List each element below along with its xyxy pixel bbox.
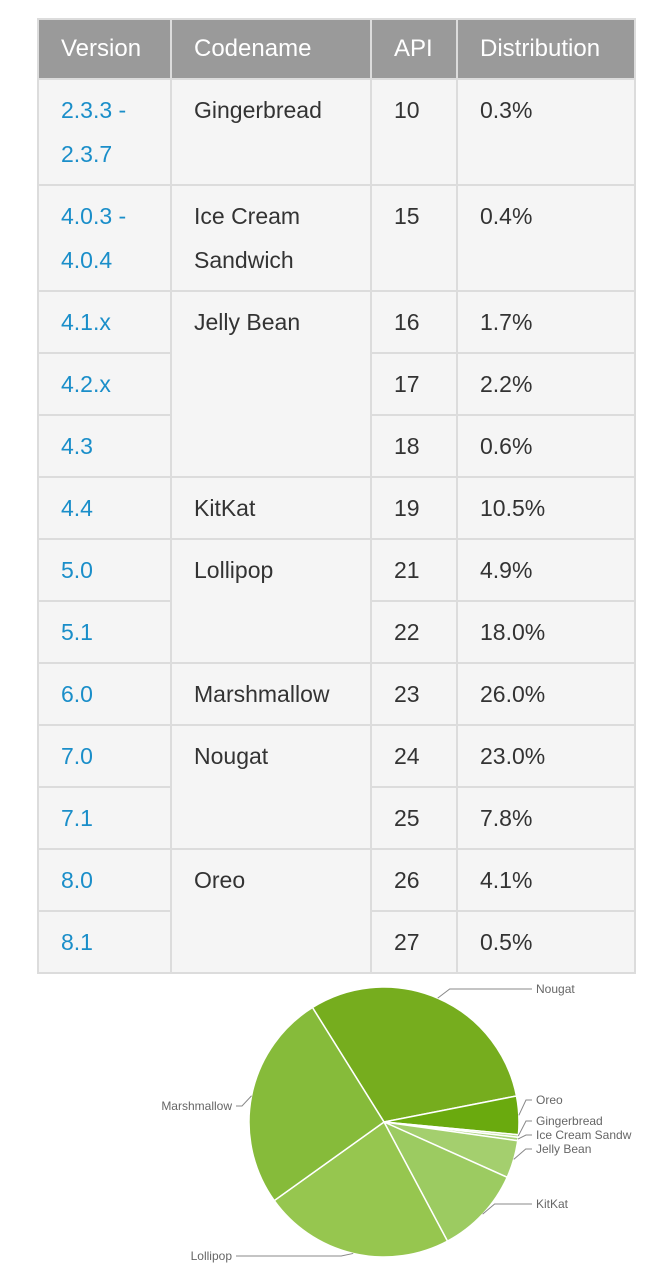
pie-label: Gingerbread [536,1114,603,1128]
header-codename: Codename [170,18,372,80]
version-link[interactable]: 4.3 [37,414,172,478]
version-link[interactable]: 7.0 [37,724,172,788]
api-cell: 23 [370,662,458,726]
pie-leader-line [513,1148,532,1160]
api-cell: 18 [370,414,458,478]
codename-cell: Oreo [170,848,372,974]
version-link[interactable]: 4.0.3 -4.0.4 [37,184,172,292]
distribution-table: Version Codename API Distribution 2.3.3 … [37,18,636,974]
table-row: 8.0 Oreo 26 4.1% [37,848,636,974]
codename-cell: Jelly Bean [170,290,372,478]
pie-label: Lollipop [191,1249,233,1263]
table-row: 5.0 Lollipop 21 4.9% [37,538,636,664]
version-link[interactable]: 4.2.x [37,352,172,416]
table-row: 8.1 27 0.5% [37,910,636,974]
pie-leader-line [236,1095,252,1107]
pie-leader-line [482,1203,532,1215]
api-cell: 16 [370,290,458,354]
pie-leader-line [437,988,532,999]
codename-cell: KitKat [170,476,372,540]
pie-label: Ice Cream Sandw [536,1128,632,1142]
codename-cell: Ice Cream Sandwich [170,184,372,292]
distribution-cell: 26.0% [456,662,636,726]
api-cell: 26 [370,848,458,912]
distribution-cell: 0.4% [456,184,636,292]
table-header-row: Version Codename API Distribution [37,18,636,80]
header-api: API [370,18,458,80]
version-link[interactable]: 8.1 [37,910,172,974]
distribution-cell: 0.5% [456,910,636,974]
version-link[interactable]: 2.3.3 -2.3.7 [37,78,172,186]
version-link[interactable]: 6.0 [37,662,172,726]
header-version: Version [37,18,172,80]
api-cell: 21 [370,538,458,602]
table-row: 4.4 KitKat 19 10.5% [37,476,636,540]
version-link[interactable]: 4.4 [37,476,172,540]
pie-label: Oreo [536,1093,563,1107]
pie-leader-line [236,1252,354,1257]
pie-label: KitKat [536,1197,569,1211]
version-link[interactable]: 8.0 [37,848,172,912]
pie-label: Marshmallow [161,1099,232,1113]
pie-slice-lollipop [273,1120,449,1258]
pie-slice-kitkat [382,1120,509,1243]
version-link[interactable]: 7.1 [37,786,172,850]
distribution-cell: 4.9% [456,538,636,602]
distribution-cell: 23.0% [456,724,636,788]
distribution-cell: 4.1% [456,848,636,912]
api-cell: 25 [370,786,458,850]
table-row: 4.3 18 0.6% [37,414,636,478]
api-cell: 15 [370,184,458,292]
table-row: 2.3.3 -2.3.7 Gingerbread 10 0.3% [37,78,636,186]
pie-label: Nougat [536,982,575,996]
codename-cell: Lollipop [170,538,372,664]
distribution-cell: 1.7% [456,290,636,354]
api-cell: 27 [370,910,458,974]
distribution-cell: 7.8% [456,786,636,850]
table-row: 4.1.x Jelly Bean 16 1.7% [37,290,636,478]
version-link[interactable]: 5.1 [37,600,172,664]
codename-cell: Marshmallow [170,662,372,726]
distribution-cell: 10.5% [456,476,636,540]
api-cell: 17 [370,352,458,416]
table-row: 7.1 25 7.8% [37,786,636,850]
pie-label: Jelly Bean [536,1142,591,1156]
api-cell: 22 [370,600,458,664]
api-cell: 10 [370,78,458,186]
codename-cell: Gingerbread [170,78,372,186]
version-link[interactable]: 5.0 [37,538,172,602]
pie-leader-line [517,1134,532,1140]
pie-leader-line [518,1099,532,1116]
table-row: 4.2.x 17 2.2% [37,352,636,416]
distribution-cell: 2.2% [456,352,636,416]
table-row: 4.0.3 -4.0.4 Ice Cream Sandwich 15 0.4% [37,184,636,292]
distribution-cell: 18.0% [456,600,636,664]
table-row: 5.1 22 18.0% [37,600,636,664]
version-link[interactable]: 4.1.x [37,290,172,354]
api-cell: 24 [370,724,458,788]
api-cell: 19 [370,476,458,540]
table-row: 6.0 Marshmallow 23 26.0% [37,662,636,726]
pie-leader-line [517,1120,532,1137]
table-row: 7.0 Nougat 24 23.0% [37,724,636,850]
header-distribution: Distribution [456,18,636,80]
distribution-cell: 0.3% [456,78,636,186]
distribution-cell: 0.6% [456,414,636,478]
codename-cell: Nougat [170,724,372,850]
pie-slice-marshmallow [248,1006,386,1202]
